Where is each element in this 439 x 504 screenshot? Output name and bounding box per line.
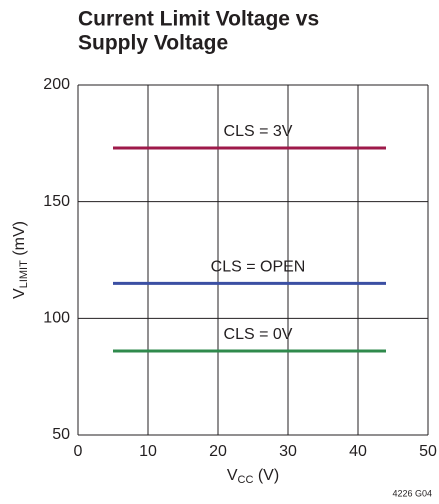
y-axis-label: VLIMIT (mV) <box>11 221 30 299</box>
x-label-part: (V) <box>253 467 279 484</box>
x-label-part: V <box>227 467 238 484</box>
series-label: CLS = OPEN <box>211 259 306 276</box>
y-label-part: V <box>11 288 28 299</box>
series-label: CLS = 3V <box>224 123 293 140</box>
x-tick-label: 40 <box>349 443 367 460</box>
y-tick-label: 200 <box>43 76 70 93</box>
y-tick-label: 150 <box>43 193 70 210</box>
chart-title: Current Limit Voltage vs <box>78 8 319 31</box>
chart-title: Supply Voltage <box>78 32 228 55</box>
x-axis-label: VCC (V) <box>227 467 279 486</box>
footnote: 4226 G04 <box>392 488 432 498</box>
y-label-sub: LIMIT <box>18 260 30 288</box>
x-tick-label: 10 <box>139 443 157 460</box>
x-label-sub: CC <box>238 474 254 486</box>
y-tick-label: 50 <box>52 426 70 443</box>
x-tick-label: 30 <box>279 443 297 460</box>
x-tick-label: 20 <box>209 443 227 460</box>
series-label: CLS = 0V <box>224 326 293 343</box>
x-tick-label: 0 <box>74 443 83 460</box>
y-label-part: (mV) <box>11 221 28 260</box>
x-tick-label: 50 <box>419 443 437 460</box>
y-tick-label: 100 <box>43 310 70 327</box>
